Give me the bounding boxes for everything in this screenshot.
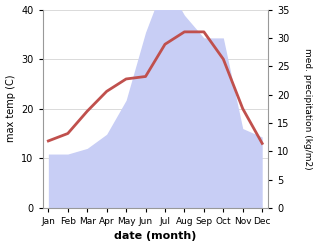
Y-axis label: med. precipitation (kg/m2): med. precipitation (kg/m2) [303, 48, 313, 169]
X-axis label: date (month): date (month) [114, 231, 197, 242]
Y-axis label: max temp (C): max temp (C) [5, 75, 16, 143]
